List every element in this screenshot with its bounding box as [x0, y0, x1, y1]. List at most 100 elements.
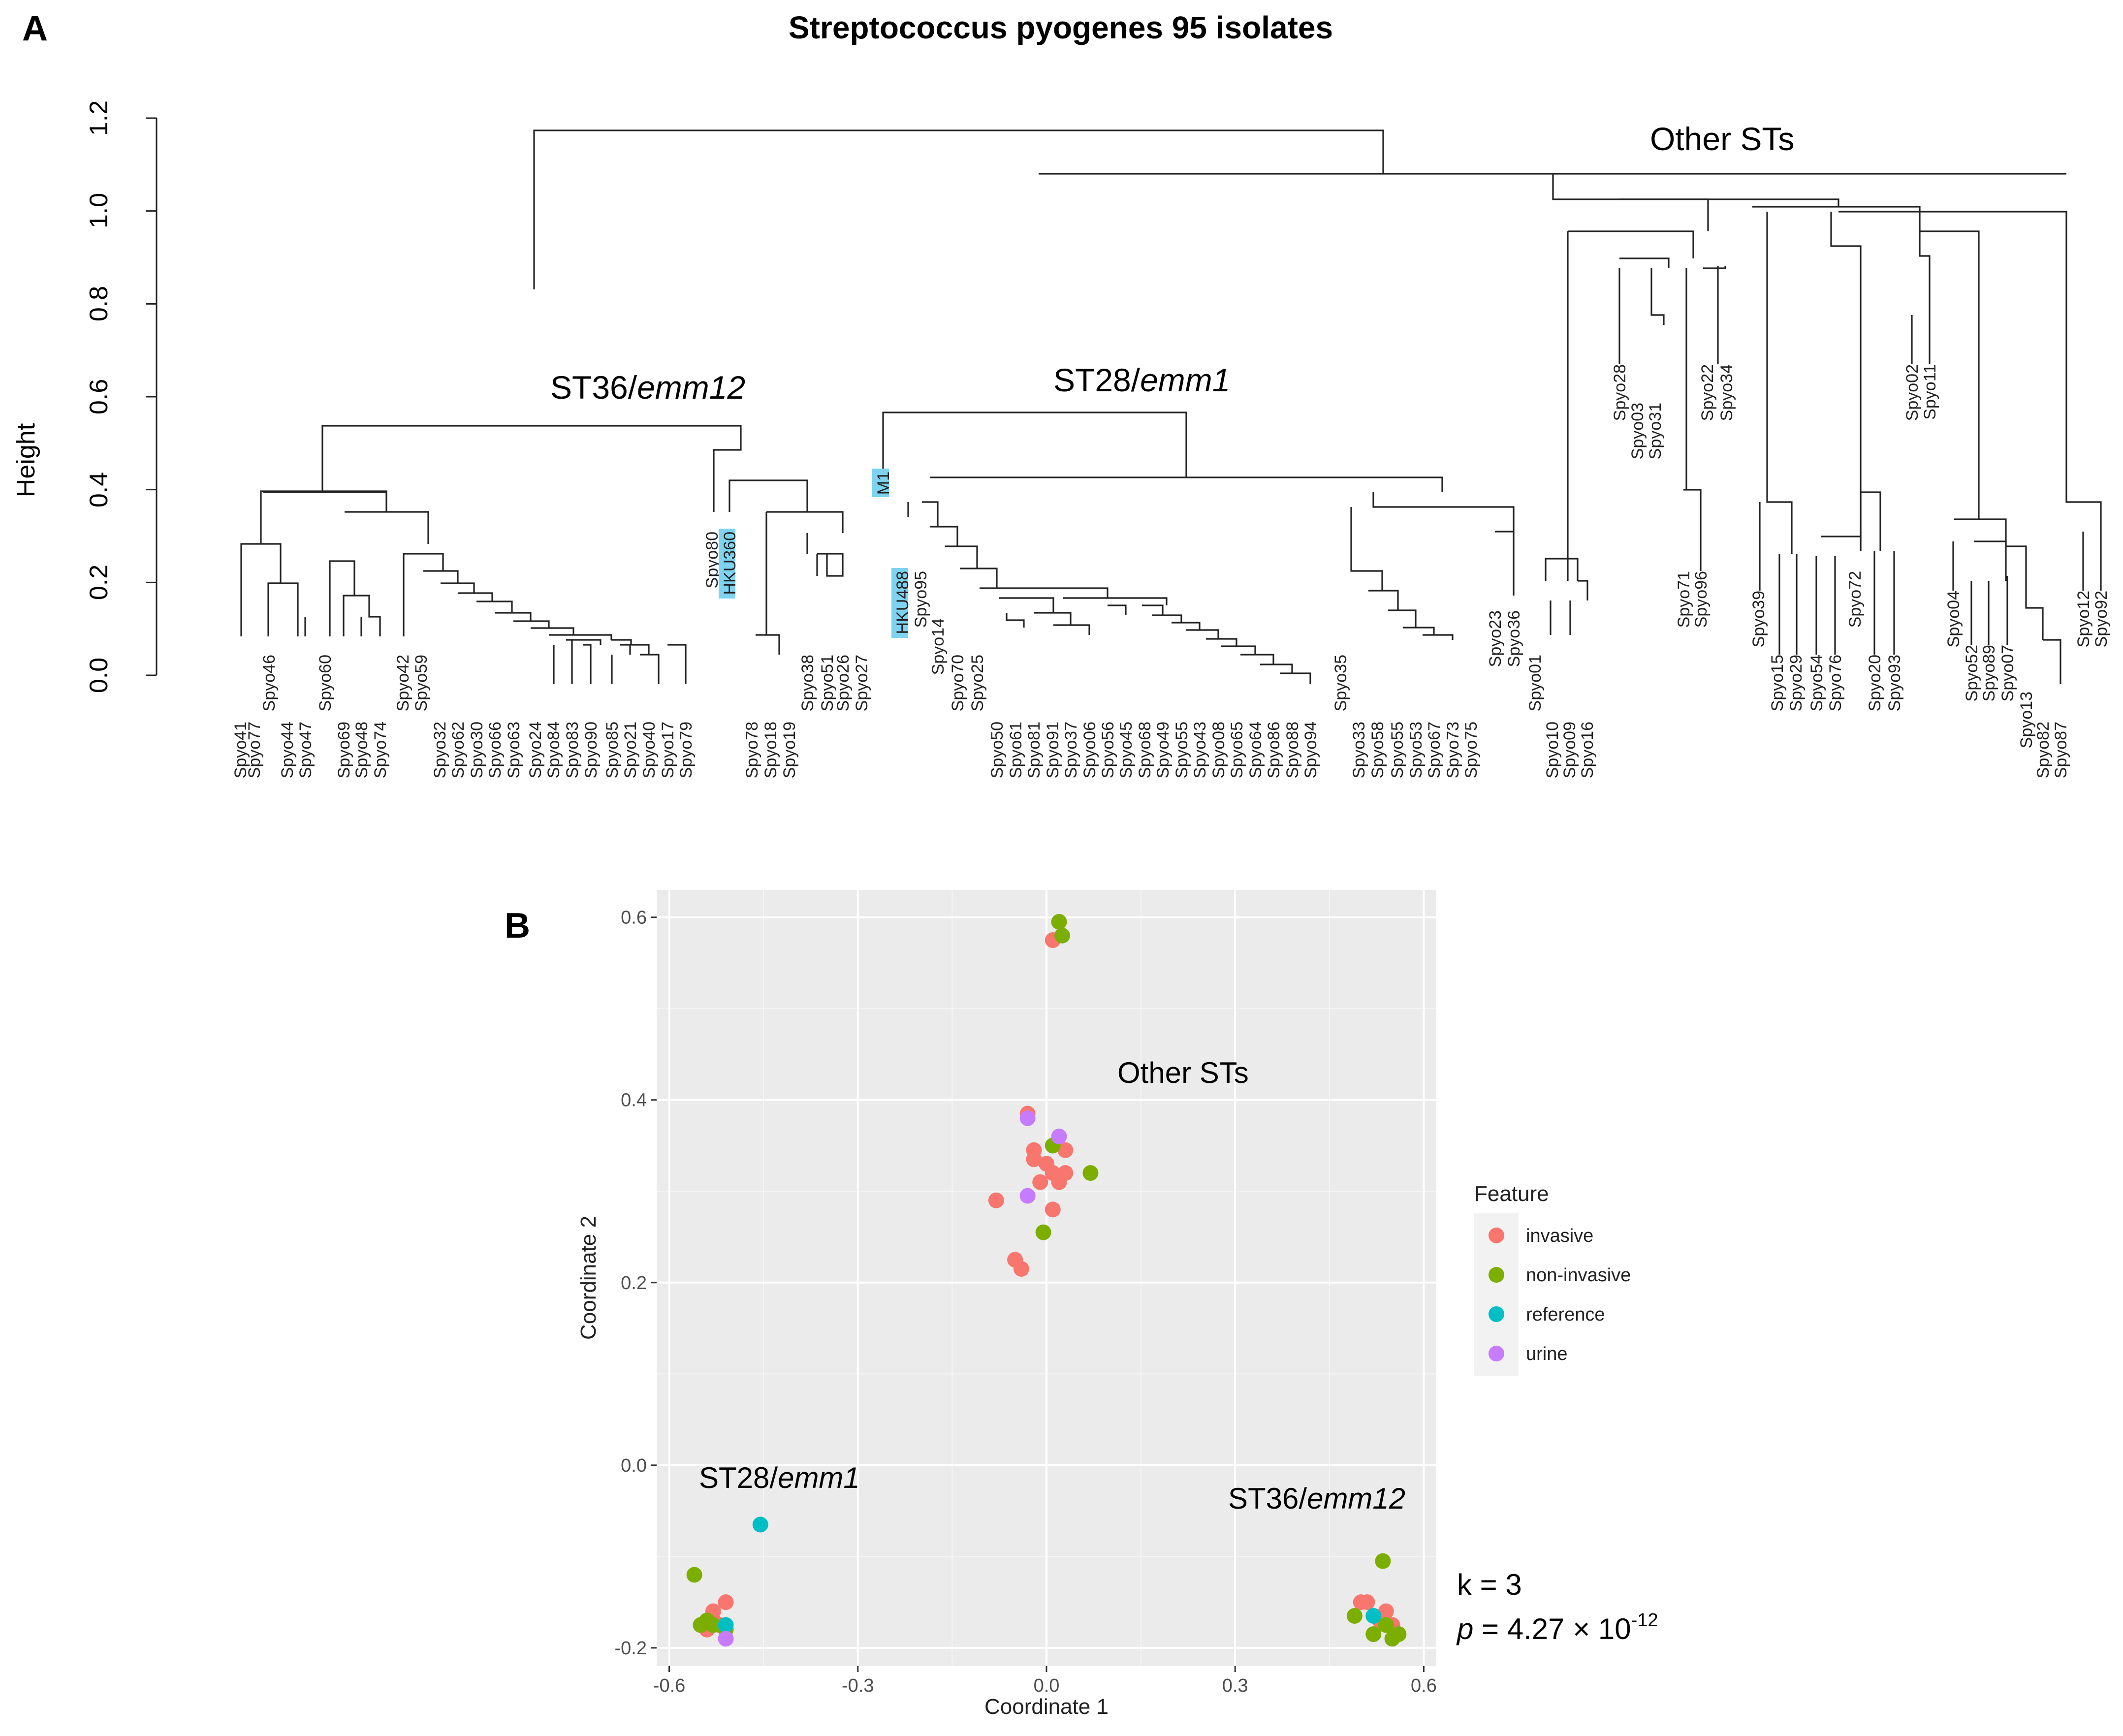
leaf-label-spyo85: Spyo85 — [603, 722, 622, 778]
legend-key-invasive — [1489, 1228, 1504, 1243]
leaf-label-spyo72: Spyo72 — [1846, 571, 1865, 628]
y-tick-label: 0.0 — [621, 1455, 647, 1476]
leaf-label-spyo92: Spyo92 — [2092, 591, 2111, 647]
dendrogram-branch — [1619, 257, 1670, 268]
dendrogram-branches — [240, 129, 2102, 684]
point-non-invasive — [1082, 1165, 1099, 1181]
dendrogram-branch — [1815, 556, 1836, 655]
dendrogram-branch — [1206, 638, 1237, 646]
leaf-label-spyo58: Spyo58 — [1368, 722, 1387, 778]
dendrogram-branch — [1063, 597, 1168, 605]
point-reference — [752, 1516, 768, 1533]
dendrogram-branch — [620, 644, 650, 655]
dendrogram-branch — [1053, 624, 1090, 635]
point-non-invasive — [1378, 1617, 1394, 1633]
dendrogram-branch — [240, 543, 282, 636]
leaf-label-spyo33: Spyo33 — [1350, 722, 1368, 778]
dendrogram-branch — [1240, 654, 1274, 664]
leaf-label-spyo55: Spyo55 — [1172, 722, 1191, 778]
leaf-label-spyo76: Spyo76 — [1826, 655, 1845, 711]
point-invasive — [1013, 1261, 1029, 1277]
leaf-label-spyo51: Spyo51 — [818, 655, 837, 711]
leaf-label-spyo21: Spyo21 — [621, 722, 640, 778]
leaf-label-spyo55: Spyo55 — [1388, 722, 1407, 778]
leaf-label-spyo38: Spyo38 — [798, 655, 817, 711]
dendrogram-branch — [458, 592, 493, 601]
leaf-highlight — [891, 568, 908, 638]
point-non-invasive — [686, 1567, 702, 1583]
y-tick-label: 1.2 — [85, 100, 113, 136]
leaf-label-spyo06: Spyo06 — [1080, 722, 1099, 778]
dendrogram-branch — [930, 476, 1443, 492]
dendrogram-branch — [1873, 551, 1895, 655]
leaf-label-spyo41: Spyo41 — [231, 722, 250, 778]
dendrogram-branch — [2065, 229, 2102, 532]
point-non-invasive — [1375, 1553, 1391, 1569]
dendrogram-branch — [321, 425, 742, 493]
dendrogram-branch — [1108, 604, 1127, 615]
leaf-label-spyo68: Spyo68 — [1136, 722, 1154, 778]
leaf-label-spyo95: Spyo95 — [912, 571, 930, 628]
dendrogram-branch — [1423, 634, 1454, 640]
point-non-invasive — [1035, 1224, 1051, 1240]
dendrogram-branch — [1260, 663, 1293, 673]
leaf-label-spyo73: Spyo73 — [1444, 722, 1462, 778]
leaf-label-spyo91: Spyo91 — [1044, 722, 1062, 778]
leaf-label-spyo17: Spyo17 — [659, 722, 677, 778]
leaf-label-spyo64: Spyo64 — [1246, 722, 1265, 778]
dendrogram-branch — [1550, 600, 1571, 635]
leaf-label-spyo71: Spyo71 — [1675, 571, 1693, 628]
leaf-label-spyo36: Spyo36 — [1505, 610, 1523, 667]
x-tick-label: 0.3 — [1222, 1675, 1248, 1696]
leaf-label-spyo28: Spyo28 — [1611, 364, 1629, 421]
leaf-highlight — [872, 469, 889, 497]
leaf-highlight — [719, 529, 735, 599]
y-axis-title: Height — [12, 423, 40, 497]
point-urine — [1051, 1128, 1067, 1144]
panel-b-label: B — [505, 906, 530, 946]
panel-a: A Streptococcus pyogenes 95 isolates 0.0… — [12, 9, 2111, 778]
point-urine — [1019, 1110, 1036, 1126]
leaf-label-spyo20: Spyo20 — [1866, 655, 1884, 711]
leaf-label-spyo44: Spyo44 — [278, 722, 297, 778]
dendrogram-branch — [729, 479, 808, 512]
leaf-label-spyo77: Spyo77 — [245, 722, 264, 778]
leaf-label-spyo22: Spyo22 — [1698, 364, 1717, 421]
x-tick-label: -0.6 — [653, 1675, 685, 1696]
point-invasive — [1057, 1142, 1074, 1158]
annotation-other-sts: Other STs — [1117, 1056, 1249, 1089]
leaf-label-spyo09: Spyo09 — [1560, 722, 1579, 778]
dendrogram-branch — [1821, 536, 1862, 551]
dendrogram-branch — [1172, 622, 1201, 630]
leaf-label-spyo87: Spyo87 — [2052, 722, 2070, 778]
dendrogram-branch — [1280, 672, 1311, 684]
y-tick-label: 0.6 — [85, 379, 113, 414]
leaf-label-spyo25: Spyo25 — [968, 655, 987, 711]
leaf-label-spyo23: Spyo23 — [1486, 610, 1505, 667]
leaf-label-spyo63: Spyo63 — [505, 722, 523, 778]
point-urine — [1019, 1188, 1036, 1204]
point-invasive — [1378, 1603, 1394, 1619]
leaf-label-spyo65: Spyo65 — [1228, 722, 1246, 778]
point-non-invasive — [705, 1617, 721, 1633]
leaf-label-spyo19: Spyo19 — [780, 722, 799, 778]
dendrogram-branch — [806, 533, 844, 577]
legend-label-non-invasive: non-invasive — [1526, 1265, 1631, 1286]
panel-a-label: A — [22, 9, 48, 48]
annotation-k: k = 3 — [1457, 1568, 1522, 1601]
dendrogram-branch — [1495, 531, 1515, 596]
leaf-label-spyo90: Spyo90 — [582, 722, 601, 778]
point-reference — [1365, 1608, 1382, 1624]
point-invasive — [1359, 1594, 1375, 1610]
leaf-label-spyo67: Spyo67 — [1425, 722, 1444, 778]
dendrogram-branch — [713, 449, 742, 512]
dendrogram-branch — [354, 595, 381, 636]
y-axis-title-b: Coordinate 2 — [576, 1216, 601, 1340]
legend-label-invasive: invasive — [1526, 1226, 1593, 1246]
dendrogram-branch — [533, 129, 1384, 289]
leaf-label-spyo16: Spyo16 — [1578, 722, 1597, 778]
leaf-label-spyo32: Spyo32 — [431, 722, 449, 778]
annotation-st36: ST36/emm12 — [1228, 1482, 1405, 1515]
dendrogram-branch — [611, 654, 660, 684]
